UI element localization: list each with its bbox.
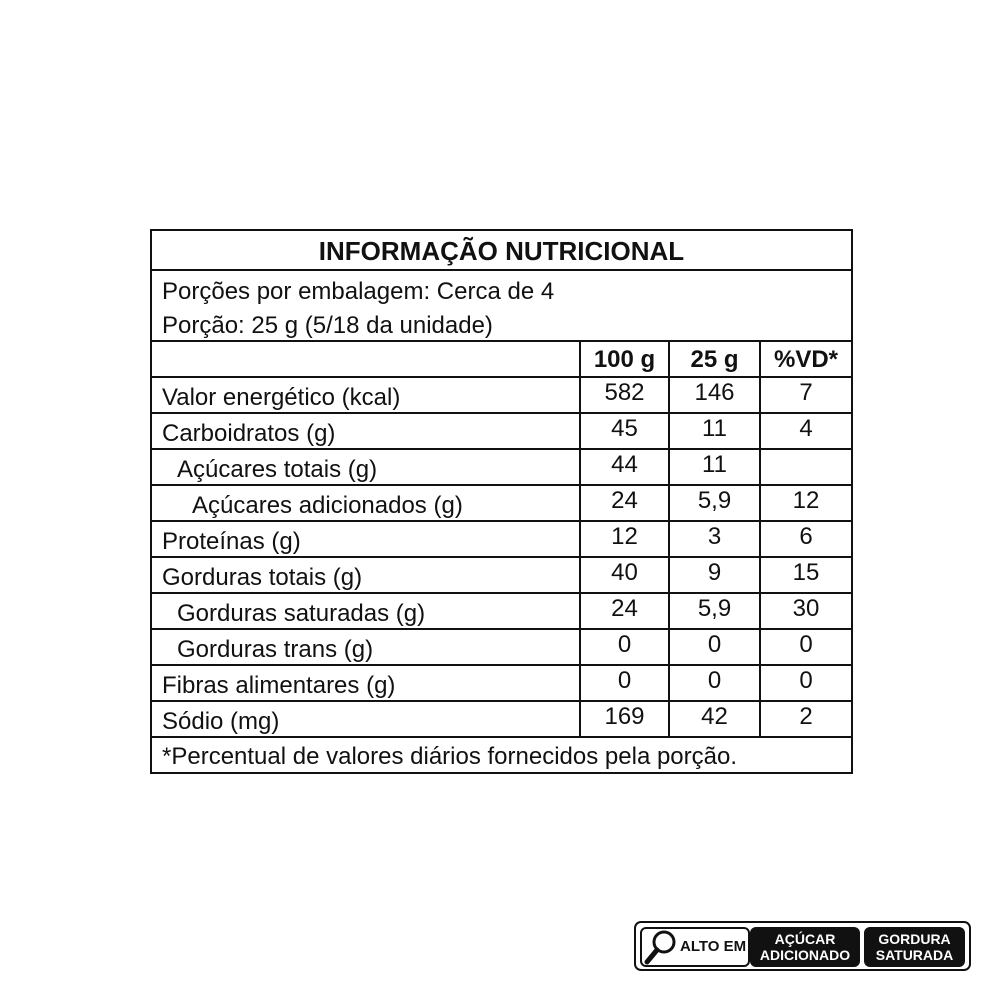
row-divider bbox=[152, 412, 851, 414]
servings-per-package: Porções por embalagem: Cerca de 4 bbox=[162, 278, 555, 305]
value-100g: 0 bbox=[617, 631, 632, 658]
row-label: Gorduras trans (g) bbox=[177, 636, 374, 663]
value-100g: 169 bbox=[604, 703, 645, 730]
column-divider bbox=[579, 340, 581, 738]
row-label: Fibras alimentares (g) bbox=[162, 672, 396, 699]
column-divider bbox=[668, 340, 670, 738]
value-vd: 6 bbox=[799, 523, 813, 550]
row-label: Gorduras saturadas (g) bbox=[177, 600, 426, 627]
row-divider bbox=[152, 520, 851, 522]
column-header-serving: 25 g bbox=[690, 346, 739, 373]
row-label: Valor energético (kcal) bbox=[162, 384, 401, 411]
row-divider bbox=[152, 448, 851, 450]
column-divider bbox=[759, 340, 761, 738]
column-header-100g: 100 g bbox=[593, 346, 656, 373]
row-divider bbox=[152, 592, 851, 594]
value-serving: 0 bbox=[707, 631, 722, 658]
row-divider bbox=[152, 484, 851, 486]
divider bbox=[152, 340, 851, 342]
value-serving: 5,9 bbox=[697, 487, 732, 514]
nutrition-table: INFORMAÇÃO NUTRICIONAL Porções por embal… bbox=[150, 229, 853, 774]
warning-saturated-fat: GORDURA SATURADA bbox=[864, 927, 965, 967]
row-divider bbox=[152, 664, 851, 666]
value-serving: 3 bbox=[707, 523, 722, 550]
value-100g: 45 bbox=[611, 415, 638, 442]
value-100g: 44 bbox=[611, 451, 638, 478]
footnote: *Percentual de valores diários fornecido… bbox=[162, 743, 738, 770]
alto-em-text: ALTO EM bbox=[680, 938, 747, 955]
value-serving: 5,9 bbox=[697, 595, 732, 622]
row-label: Açúcares adicionados (g) bbox=[192, 492, 463, 519]
value-100g: 0 bbox=[617, 667, 632, 694]
value-vd: 15 bbox=[792, 559, 820, 586]
warning-line: GORDURA bbox=[878, 931, 951, 947]
front-warning-label: ALTO EM AÇÚCAR ADICIONADO GORDURA SATURA… bbox=[634, 921, 971, 971]
value-100g: 24 bbox=[611, 487, 638, 514]
table-title: INFORMAÇÃO NUTRICIONAL bbox=[318, 236, 685, 266]
row-label: Gorduras totais (g) bbox=[162, 564, 363, 591]
serving-size: Porção: 25 g (5/18 da unidade) bbox=[162, 312, 493, 339]
row-label: Proteínas (g) bbox=[162, 528, 301, 555]
warning-line: SATURADA bbox=[875, 947, 954, 963]
warning-line: ADICIONADO bbox=[759, 947, 851, 963]
row-divider bbox=[152, 556, 851, 558]
value-vd: 30 bbox=[792, 595, 820, 622]
value-vd: 7 bbox=[799, 379, 813, 406]
divider bbox=[152, 736, 851, 738]
divider bbox=[152, 269, 851, 271]
value-vd: 0 bbox=[799, 631, 813, 658]
value-100g: 12 bbox=[611, 523, 638, 550]
row-label: Carboidratos (g) bbox=[162, 420, 336, 447]
value-serving: 11 bbox=[702, 451, 727, 478]
value-100g: 24 bbox=[611, 595, 638, 622]
row-divider bbox=[152, 376, 851, 378]
warning-line: AÇÚCAR bbox=[774, 931, 836, 947]
row-label: Sódio (mg) bbox=[162, 708, 280, 735]
value-vd: 2 bbox=[799, 703, 813, 730]
value-serving: 42 bbox=[701, 703, 728, 730]
column-header-vd: %VD* bbox=[773, 346, 839, 373]
value-vd: 4 bbox=[799, 415, 813, 442]
row-label: Açúcares totais (g) bbox=[177, 456, 378, 483]
magnifier-icon bbox=[644, 930, 676, 965]
value-100g: 40 bbox=[611, 559, 638, 586]
warning-added-sugar: AÇÚCAR ADICIONADO bbox=[750, 927, 860, 967]
value-serving: 11 bbox=[702, 415, 727, 442]
row-divider bbox=[152, 628, 851, 630]
value-100g: 582 bbox=[604, 379, 645, 406]
value-serving: 9 bbox=[707, 559, 722, 586]
alto-em-box: ALTO EM bbox=[640, 927, 750, 967]
value-vd: 12 bbox=[792, 487, 820, 514]
value-serving: 0 bbox=[707, 667, 722, 694]
value-vd: 0 bbox=[799, 667, 813, 694]
row-divider bbox=[152, 700, 851, 702]
value-serving: 146 bbox=[694, 379, 735, 406]
